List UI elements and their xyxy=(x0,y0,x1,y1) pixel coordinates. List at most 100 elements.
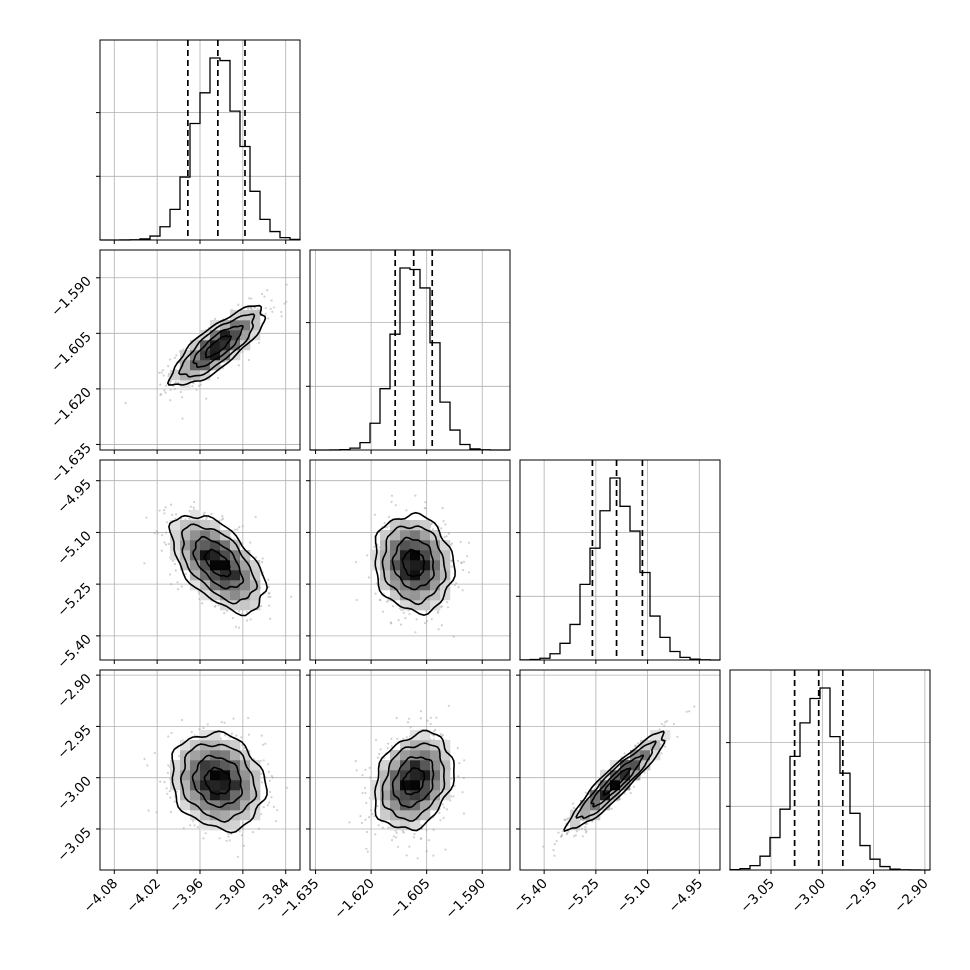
sample-point xyxy=(238,610,241,613)
density-cell xyxy=(200,810,211,821)
density-cell xyxy=(200,530,211,541)
sample-point xyxy=(167,365,170,368)
sample-point xyxy=(249,307,252,310)
sample-point xyxy=(584,791,588,794)
sample-point xyxy=(567,830,570,833)
sample-point xyxy=(236,855,239,858)
density-cell xyxy=(230,770,241,781)
x-tick-label: −2.95 xyxy=(840,876,881,917)
sample-point xyxy=(240,736,243,739)
sample-point xyxy=(453,785,456,788)
sample-point xyxy=(254,556,258,559)
sample-point xyxy=(189,824,192,827)
sample-point xyxy=(143,562,146,565)
sample-point xyxy=(413,832,416,836)
sample-point xyxy=(354,561,358,564)
sample-point xyxy=(394,504,397,507)
y-tick-label: −1.620 xyxy=(48,384,95,431)
sample-point xyxy=(269,307,272,310)
density-cell xyxy=(210,760,221,771)
density-cell xyxy=(210,560,221,571)
sample-point xyxy=(197,590,200,593)
y-tick-label: −2.90 xyxy=(54,671,95,712)
contour-level-3 xyxy=(168,514,269,617)
sample-point xyxy=(233,528,236,531)
sample-point xyxy=(373,513,376,516)
density-cell xyxy=(240,580,251,591)
density-cell xyxy=(400,740,411,751)
sample-point xyxy=(381,826,384,829)
density-cell xyxy=(430,590,441,601)
sample-point xyxy=(663,724,666,727)
density-cell xyxy=(390,800,401,811)
sample-point xyxy=(214,317,217,320)
density-cell xyxy=(400,780,411,791)
density-cell xyxy=(380,780,391,791)
x-tick-label: −3.90 xyxy=(209,876,250,917)
sample-point xyxy=(560,835,563,838)
density-cell xyxy=(230,550,241,561)
density-cell xyxy=(390,590,401,601)
density-cell xyxy=(410,750,421,761)
contour-level-2 xyxy=(381,525,447,606)
sample-point xyxy=(434,728,437,731)
sample-point xyxy=(414,631,417,634)
sample-point xyxy=(450,559,453,562)
density-cell xyxy=(440,740,451,751)
density-cell xyxy=(250,790,261,801)
sample-point xyxy=(163,512,166,515)
sample-point xyxy=(177,381,180,384)
sample-point xyxy=(193,824,196,827)
contour-level-0 xyxy=(401,767,426,796)
sample-point xyxy=(424,507,427,510)
sample-point xyxy=(460,561,463,564)
sample-point xyxy=(633,745,637,748)
histogram-steps-1 xyxy=(310,267,511,451)
sample-point xyxy=(182,827,185,830)
sample-point xyxy=(269,595,272,599)
density-cell xyxy=(240,600,251,611)
density-cell xyxy=(400,760,411,771)
sample-point xyxy=(386,742,390,745)
sample-point xyxy=(165,531,168,534)
density-cell xyxy=(200,560,211,571)
y-tick-label: −3.05 xyxy=(54,824,95,865)
sample-point xyxy=(143,757,146,761)
sample-point xyxy=(267,578,270,581)
sample-point xyxy=(165,787,168,790)
density-cell xyxy=(210,350,221,361)
density-cell xyxy=(440,770,451,781)
sample-point xyxy=(555,839,558,843)
sample-point xyxy=(223,360,226,363)
density-cell xyxy=(430,800,441,811)
sample-point xyxy=(452,795,455,798)
sample-point xyxy=(567,817,570,820)
sample-point xyxy=(240,834,243,837)
density-cell xyxy=(220,560,231,571)
sample-point xyxy=(170,583,173,586)
sample-point xyxy=(274,820,277,823)
sample-point xyxy=(270,796,273,799)
sample-point xyxy=(260,781,263,784)
sample-point xyxy=(168,382,172,385)
x-tick-label: −1.620 xyxy=(331,876,378,923)
sample-point xyxy=(280,315,283,318)
density-cell xyxy=(420,590,431,601)
density-layer xyxy=(100,250,300,450)
sample-point xyxy=(377,824,380,827)
sample-point xyxy=(169,796,172,799)
density-cell xyxy=(400,560,411,571)
sample-point xyxy=(173,800,176,803)
sample-point xyxy=(162,374,165,377)
sample-point xyxy=(610,807,613,810)
sample-point xyxy=(267,770,270,774)
sample-point xyxy=(181,417,184,420)
density-cell xyxy=(420,810,431,821)
sample-point xyxy=(402,737,405,741)
contour-level-1 xyxy=(590,754,645,808)
density-cell xyxy=(420,770,431,781)
density-cell xyxy=(190,740,201,751)
sample-point xyxy=(220,720,223,724)
sample-point xyxy=(401,830,404,833)
density-cell xyxy=(650,730,661,741)
